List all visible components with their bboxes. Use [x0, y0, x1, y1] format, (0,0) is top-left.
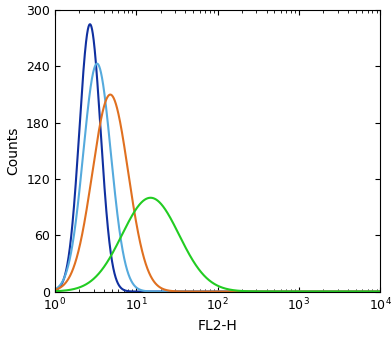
Y-axis label: Counts: Counts	[7, 127, 21, 175]
X-axis label: FL2-H: FL2-H	[198, 319, 238, 333]
